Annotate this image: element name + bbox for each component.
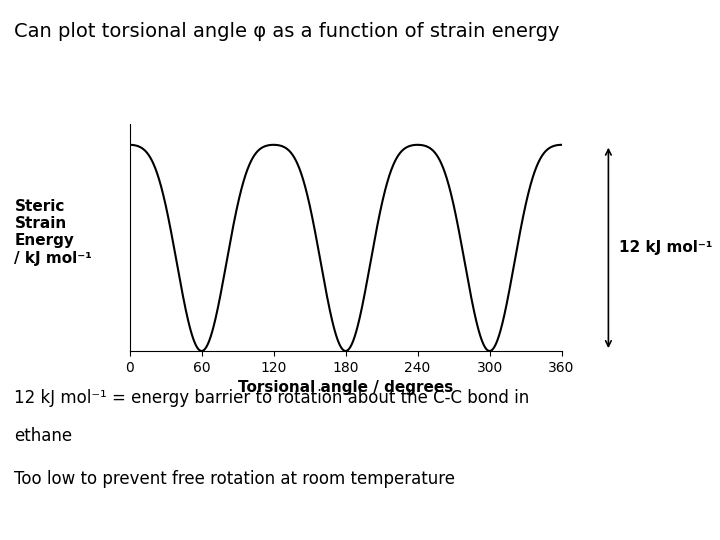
- Text: 12 kJ mol⁻¹: 12 kJ mol⁻¹: [619, 240, 713, 255]
- X-axis label: Torsional angle / degrees: Torsional angle / degrees: [238, 380, 453, 395]
- Text: Too low to prevent free rotation at room temperature: Too low to prevent free rotation at room…: [14, 470, 455, 488]
- Text: Steric
Strain
Energy
/ kJ mol⁻¹: Steric Strain Energy / kJ mol⁻¹: [14, 199, 92, 266]
- Text: ethane: ethane: [14, 427, 73, 444]
- Text: 12 kJ mol⁻¹ = energy barrier to rotation about the C-C bond in: 12 kJ mol⁻¹ = energy barrier to rotation…: [14, 389, 530, 407]
- Text: Can plot torsional angle φ as a function of strain energy: Can plot torsional angle φ as a function…: [14, 22, 560, 40]
